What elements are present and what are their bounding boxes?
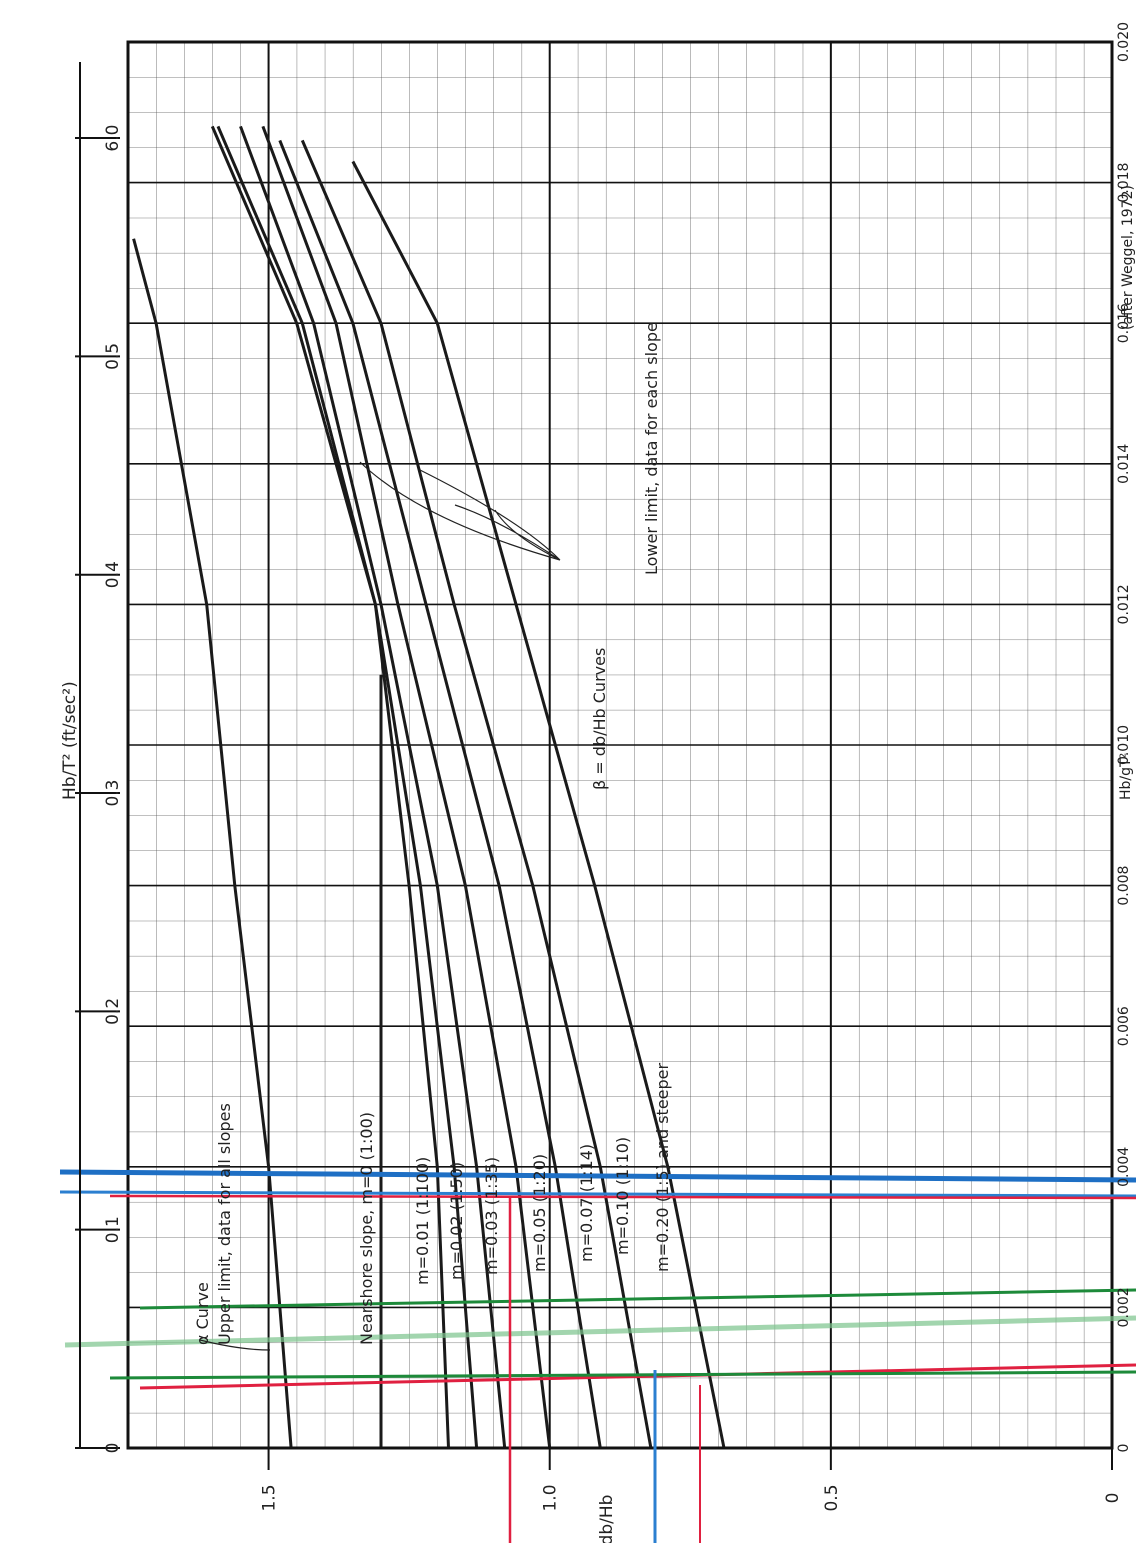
series-label: m=0.05 (1:20) [530, 1154, 549, 1272]
x-tick-label: 0.010 [1116, 725, 1132, 765]
series-label: m=0.03 (1:35) [482, 1157, 501, 1275]
curve [210, 125, 450, 1449]
plot-frame [126, 40, 1114, 1450]
curve [300, 139, 653, 1449]
x-tick-label: 0.014 [1116, 444, 1132, 484]
annotation: Upper limit, data for all slopes [215, 1103, 234, 1345]
curve [239, 125, 507, 1449]
x-tick-label: 0.004 [1116, 1147, 1132, 1187]
highlighter-line [59, 1169, 1136, 1183]
y-tick-label: 1.5 [260, 1484, 280, 1511]
x-tick-label: 0.002 [1116, 1287, 1132, 1327]
series-label: m=0.20 (1:5) and steeper [653, 1062, 672, 1272]
curve [216, 125, 479, 1449]
x2-axis-label: Hb/T² (ft/sec²) [60, 681, 80, 800]
source-note: (after Weggel, 1972) [1120, 185, 1136, 330]
y-tick-label: 0 [1103, 1493, 1123, 1504]
highlighter-line [59, 1190, 1136, 1198]
highlighter-line [109, 1370, 1136, 1380]
curve [261, 125, 552, 1449]
x-tick-label: 0.008 [1116, 866, 1132, 906]
highlighter-line [109, 1194, 1136, 1200]
curve [351, 160, 726, 1449]
curve [132, 238, 293, 1449]
x2-tick-label: 0 [103, 1443, 123, 1454]
annotation: Lower limit, data for each slope [642, 322, 661, 575]
y-axis-label: db/Hb [597, 1495, 617, 1543]
x2-tick-label: 0.2 [103, 998, 123, 1025]
leader [359, 461, 561, 561]
annotation: α Curve [193, 1282, 212, 1345]
x2-tick-label: 0.1 [103, 1216, 123, 1243]
x-tick-label: 0.018 [1116, 163, 1132, 203]
x-tick-label: 0.016 [1116, 303, 1132, 343]
highlighter-line [139, 1288, 1136, 1310]
x-tick-label: 0.020 [1116, 22, 1132, 62]
series-label: m=0.01 (1:100) [413, 1157, 432, 1285]
x-axis-label: Hb/gT² [1118, 753, 1134, 800]
curve [278, 139, 602, 1449]
x-tick-label: 0.006 [1116, 1006, 1132, 1046]
x2-tick-label: 6.0 [103, 125, 123, 152]
leader [199, 1339, 271, 1351]
series-label: m=0.10 (1:10) [613, 1137, 632, 1255]
series-label: m=0.02 (1:50) [447, 1162, 466, 1280]
x-tick-label: 0.012 [1116, 584, 1132, 624]
series-label: Nearshore slope, m=0 (1:00) [357, 1112, 376, 1345]
annotation: β = db/Hb Curves [590, 648, 609, 790]
y-tick-label: 0.5 [822, 1484, 842, 1511]
x2-tick-label: 0.4 [103, 561, 123, 588]
x2-tick-label: 0.5 [103, 343, 123, 370]
highlighter-line [139, 1363, 1136, 1390]
x-tick-label: 0 [1116, 1444, 1132, 1453]
series-label: m=0.07 (1:14) [577, 1144, 596, 1262]
x2-tick-label: 0.3 [103, 780, 123, 807]
y-tick-label: 1.0 [541, 1484, 561, 1511]
highlighter-line [64, 1315, 1136, 1348]
